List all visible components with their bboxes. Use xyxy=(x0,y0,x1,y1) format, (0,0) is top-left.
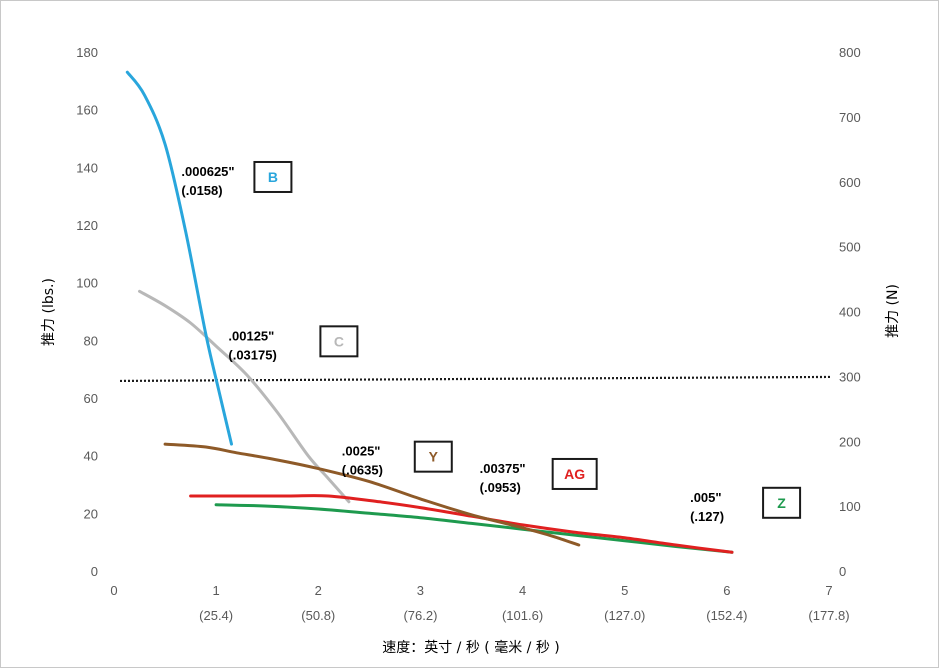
annotation-value-c: .00125" xyxy=(228,328,274,343)
x-tick-label: 0 xyxy=(110,583,117,598)
x-axis-title: 速度：英寸 / 秒 ( 毫米 / 秒 ) xyxy=(382,639,560,656)
badge-box-c xyxy=(319,325,359,358)
x-tick-label: 4 xyxy=(519,583,526,598)
badge-box-ag xyxy=(551,457,598,490)
badge-label-y: Y xyxy=(429,449,439,465)
x-tick-label: 5 xyxy=(621,583,628,598)
annotation-value-b: .000625" xyxy=(181,164,234,179)
x-tick-sublabel: (101.6) xyxy=(502,608,543,623)
right-tick-label: 400 xyxy=(839,305,861,320)
annotation-metric-ag: (.0953) xyxy=(480,480,521,495)
x-tick-sublabel: (127.0) xyxy=(604,608,645,623)
x-tick-label: 3 xyxy=(417,583,424,598)
series-line-ag xyxy=(189,494,734,554)
x-tick-sublabel: (50.8) xyxy=(301,608,335,623)
left-tick-label: 80 xyxy=(84,333,98,348)
x-tick-label: 1 xyxy=(213,583,220,598)
left-tick-label: 140 xyxy=(76,160,98,175)
annotation-value-y: .0025" xyxy=(342,444,381,459)
right-tick-label: 800 xyxy=(839,45,861,60)
series-line-b xyxy=(125,70,233,446)
right-tick-label: 0 xyxy=(839,564,846,579)
x-tick-sublabel: (25.4) xyxy=(199,608,233,623)
series-annotations: .000625" (.0158) B .00125" (.03175) C .0025" (.… xyxy=(181,160,802,524)
reference-line xyxy=(119,375,832,383)
badge-label-ag: AG xyxy=(564,466,585,482)
badge-label-b: B xyxy=(268,169,278,185)
badge-box-y xyxy=(413,440,453,473)
badge-box-b xyxy=(253,160,293,193)
left-axis-title: 推力 (lbs.) xyxy=(41,278,57,346)
x-tick-sublabel: (76.2) xyxy=(403,608,437,623)
reference-line-group xyxy=(119,375,832,383)
left-tick-label: 100 xyxy=(76,276,98,291)
x-tick-label: 6 xyxy=(723,583,730,598)
left-tick-label: 20 xyxy=(84,506,98,521)
series-line-y xyxy=(163,442,581,547)
x-tick-sublabel: (177.8) xyxy=(808,608,849,623)
annotation-metric-z: (.127) xyxy=(690,509,724,524)
left-tick-label: 160 xyxy=(76,103,98,118)
badge-label-z: Z xyxy=(777,495,786,511)
badge-label-c: C xyxy=(334,333,344,349)
x-tick-label: 7 xyxy=(825,583,832,598)
left-tick-label: 180 xyxy=(76,45,98,60)
right-tick-label: 200 xyxy=(839,434,861,449)
right-tick-label: 100 xyxy=(839,499,861,514)
right-tick-label: 300 xyxy=(839,369,861,384)
x-tick-label: 2 xyxy=(315,583,322,598)
annotation-metric-c: (.03175) xyxy=(228,347,276,362)
annotation-metric-b: (.0158) xyxy=(181,183,222,198)
right-axis-ticks: 0 100 200 300 400 500 600 700 800 xyxy=(839,45,861,579)
badge-box-z xyxy=(762,486,802,519)
series-line-c xyxy=(138,289,351,504)
left-tick-label: 40 xyxy=(84,449,98,464)
annotation-value-ag: .00375" xyxy=(480,461,526,476)
left-tick-label: 120 xyxy=(76,218,98,233)
right-tick-label: 600 xyxy=(839,175,861,190)
left-tick-label: 60 xyxy=(84,391,98,406)
x-axis-ticks: 0 1 (25.4) 2 (50.8) 3 (76.2) 4 (101.6) 5 (127.0) 6 (… xyxy=(110,583,849,623)
left-axis-ticks: 0 20 40 60 80 100 120 140 160 180 xyxy=(76,45,98,579)
annotation-metric-y: (.0635) xyxy=(342,463,383,478)
series-line-z xyxy=(214,503,734,554)
annotation-value-z: .005" xyxy=(690,490,721,505)
left-tick-label: 0 xyxy=(91,564,98,579)
series-lines xyxy=(125,70,734,554)
right-tick-label: 500 xyxy=(839,240,861,255)
x-tick-sublabel: (152.4) xyxy=(706,608,747,623)
right-axis-title: 推力 (N) xyxy=(885,284,901,338)
right-tick-label: 700 xyxy=(839,110,861,125)
